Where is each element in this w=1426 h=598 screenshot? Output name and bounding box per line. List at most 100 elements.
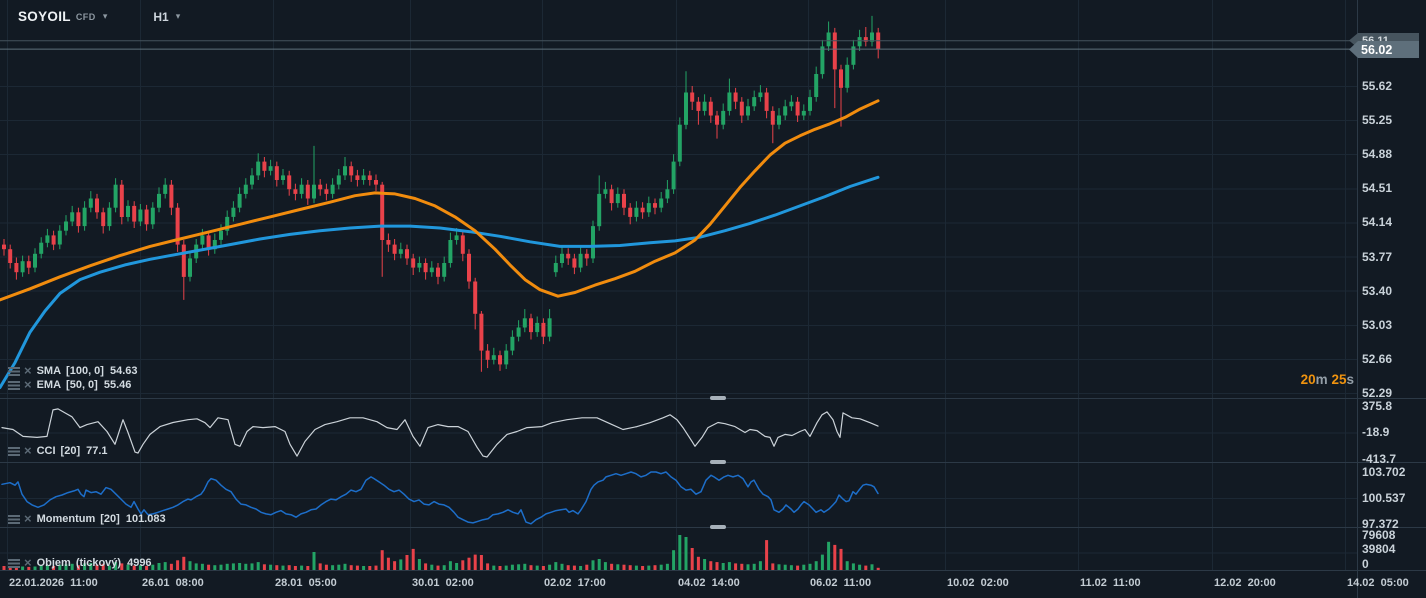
price-axis-label: 53.03 bbox=[1362, 317, 1393, 332]
volume-bar bbox=[269, 564, 273, 570]
volume-bar bbox=[281, 565, 285, 570]
volume-bar bbox=[796, 565, 800, 570]
volume-indicator-params: (tickový) bbox=[75, 557, 122, 569]
volume-bar bbox=[337, 564, 341, 570]
volume-bar bbox=[368, 566, 372, 570]
volume-bar bbox=[145, 566, 149, 570]
symbol-dropdown-caret-icon[interactable]: ▾ bbox=[102, 11, 108, 21]
candle-body bbox=[467, 253, 471, 282]
candle-body bbox=[863, 37, 868, 42]
volume-bar bbox=[39, 565, 43, 570]
candle-body bbox=[150, 207, 155, 225]
candle-body bbox=[491, 355, 496, 360]
price-axis-label: 53.77 bbox=[1362, 249, 1393, 264]
candle-body bbox=[231, 207, 236, 217]
volume-bar bbox=[2, 566, 6, 570]
volume-bar bbox=[591, 560, 595, 570]
volume-bar bbox=[579, 566, 583, 570]
candle-body bbox=[101, 212, 106, 227]
indicator-settings-icon[interactable] bbox=[8, 446, 20, 456]
candle-body bbox=[498, 355, 502, 365]
candle-body bbox=[361, 175, 366, 180]
ema-indicator-value: 55.46 bbox=[103, 379, 132, 391]
volume-bar bbox=[572, 565, 576, 570]
volume-bar bbox=[324, 564, 328, 570]
candle-body bbox=[88, 198, 93, 208]
candle-body bbox=[597, 193, 602, 227]
volume-bar bbox=[535, 565, 539, 570]
volume-bar bbox=[194, 563, 198, 570]
time-axis-label: 28.01 05:00 bbox=[275, 577, 337, 589]
indicator-settings-icon[interactable] bbox=[8, 366, 20, 376]
candle-body bbox=[851, 46, 856, 65]
candle-body bbox=[622, 193, 626, 208]
candle-body bbox=[119, 184, 124, 217]
indicator-settings-icon[interactable] bbox=[8, 380, 20, 390]
timeframe-dropdown-caret-icon[interactable]: ▾ bbox=[175, 11, 181, 21]
candle-body bbox=[721, 110, 726, 125]
indicator-close-icon[interactable]: × bbox=[24, 363, 32, 378]
candle-body bbox=[746, 106, 750, 116]
candle-body bbox=[553, 263, 558, 273]
indicator-close-icon[interactable]: × bbox=[24, 377, 32, 392]
volume-bar bbox=[256, 562, 260, 570]
volume-bar bbox=[287, 565, 291, 570]
candle-body bbox=[188, 258, 192, 277]
indicator-settings-icon[interactable] bbox=[8, 558, 20, 568]
candle-body bbox=[646, 203, 651, 213]
panel-resize-handle[interactable] bbox=[710, 460, 726, 464]
volume-bar bbox=[479, 555, 483, 570]
candle-body bbox=[237, 193, 242, 208]
cci-indicator-name: CCI bbox=[36, 445, 56, 457]
candle-body bbox=[70, 212, 75, 222]
panel-resize-handle[interactable] bbox=[710, 396, 726, 400]
timeframe-selector[interactable]: H1 bbox=[153, 9, 169, 24]
volume-bar bbox=[83, 563, 87, 570]
chart-header: SOYOIL CFD ▾ H1 ▾ bbox=[18, 9, 180, 24]
volume-bar bbox=[696, 556, 700, 570]
candle-body bbox=[609, 189, 614, 204]
volume-bar bbox=[138, 565, 142, 570]
candle-body bbox=[516, 327, 521, 337]
cci-indicator-value: 77.1 bbox=[86, 445, 108, 457]
candle-body bbox=[436, 267, 440, 277]
candle-body bbox=[770, 110, 775, 125]
indicator-close-icon[interactable]: × bbox=[24, 511, 32, 526]
volume-axis-label: 39804 bbox=[1362, 542, 1396, 557]
candle-body bbox=[783, 106, 788, 116]
indicator-settings-icon[interactable] bbox=[8, 514, 20, 524]
volume-bar bbox=[101, 563, 105, 570]
candle-body bbox=[429, 267, 434, 273]
volume-bar bbox=[610, 563, 614, 570]
volume-bar bbox=[789, 565, 793, 570]
candle-body bbox=[411, 258, 416, 268]
candle-body bbox=[665, 189, 670, 199]
indicator-close-icon[interactable]: × bbox=[24, 555, 32, 570]
volume-bar bbox=[814, 561, 818, 570]
volume-bar bbox=[8, 566, 12, 570]
candle-body bbox=[684, 92, 688, 125]
time-axis-label: 26.01 08:00 bbox=[142, 577, 204, 589]
volume-bar bbox=[275, 565, 279, 570]
volume-bar bbox=[777, 564, 781, 570]
volume-bar bbox=[820, 554, 824, 570]
candle-body bbox=[126, 205, 130, 217]
countdown-minutes: 20 bbox=[1300, 372, 1316, 387]
candle-body bbox=[287, 175, 292, 190]
volume-bar bbox=[107, 565, 111, 570]
candle-body bbox=[274, 166, 279, 180]
candle-body bbox=[801, 110, 806, 116]
time-axis-label: 10.02 02:00 bbox=[947, 577, 1009, 589]
indicator-close-icon[interactable]: × bbox=[24, 443, 32, 458]
volume-bar bbox=[684, 537, 688, 570]
candle-body bbox=[795, 101, 800, 116]
candle-body bbox=[324, 189, 329, 194]
candle-body bbox=[355, 175, 360, 180]
volume-bar bbox=[839, 548, 843, 570]
volume-bar bbox=[151, 564, 155, 570]
volume-bar bbox=[473, 554, 477, 570]
volume-bar bbox=[641, 566, 645, 570]
symbol-name[interactable]: SOYOIL bbox=[18, 9, 71, 24]
panel-resize-handle[interactable] bbox=[710, 525, 726, 529]
